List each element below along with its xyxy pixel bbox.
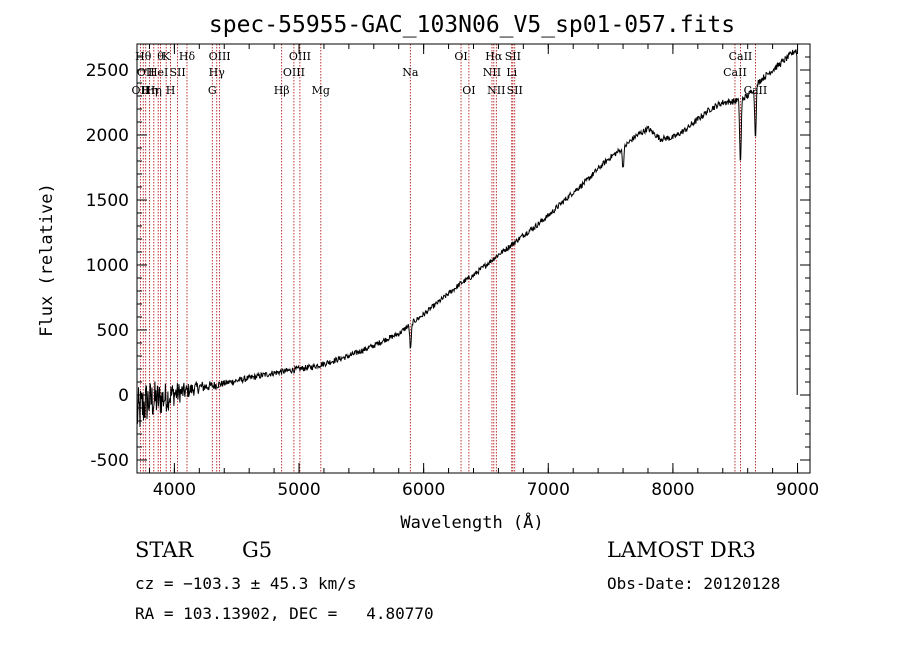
spectral-line-labels: OIIHθOIIHηHηHeIθKHSIIHδGHγOIIIHβOIIIOIII… [132,50,768,97]
spectral-line-markers [139,44,756,473]
line-label-7: K [162,50,171,63]
chart-title: spec-55955-GAC_103N06_V5_sp01-057.fits [209,12,735,38]
line-label-26: SII [507,84,523,97]
object-subclass: G5 [242,538,273,562]
line-label-25: SII [505,50,521,63]
line-label-0: OII [132,84,150,97]
line-label-13: OIII [209,50,231,63]
line-label-5: HeI [148,66,168,79]
spectrum-line [136,49,798,427]
line-label-29: CaII [744,84,768,97]
line-label-10: Hδ [179,50,196,63]
x-tick-label-2: 6000 [402,480,445,500]
line-label-12: Hγ [209,66,226,79]
line-label-23: NII [487,84,505,97]
y-axis-ticks: -500 0 500 1000 1500 2000 2500 [86,56,810,471]
y-axis-label: Flux (relative) [37,183,57,337]
line-label-4: Hη [146,84,162,97]
x-tick-label-4: 8000 [651,480,694,500]
line-label-16: OIII [289,50,311,63]
observation-date: Obs-Date: 20120128 [607,574,781,593]
line-label-18: Na [402,66,419,79]
y-tick-label-5: 2000 [86,126,129,146]
line-label-3: Hη [141,84,157,97]
x-tick-label-5: 9000 [776,480,819,500]
line-label-17: Mg [312,84,330,97]
y-tick-label-1: 0 [118,386,129,406]
line-label-9: SII [170,66,186,79]
y-tick-label-2: 500 [97,321,129,341]
line-label-2: OII [137,66,155,79]
line-label-1: Hθ [135,50,152,63]
redshift-velocity: cz = −103.3 ± 45.3 km/s [135,574,357,593]
line-label-24: Li [506,66,517,79]
x-tick-label-0: 4000 [153,480,196,500]
x-tick-label-3: 7000 [527,480,570,500]
y-tick-label-0: -500 [90,451,129,471]
y-tick-label-6: 2500 [86,61,129,81]
line-label-11: G [208,84,217,97]
line-label-6: θ [157,50,164,63]
object-class: STAR [135,538,194,562]
line-label-20: OI [462,84,475,97]
coordinates: RA = 103.13902, DEC = 4.80770 [135,604,434,623]
x-tick-label-1: 5000 [277,480,320,500]
line-label-27: CaII [723,66,747,79]
line-label-19: OI [454,50,467,63]
y-tick-label-4: 1500 [86,191,129,211]
line-label-8: H [166,84,176,97]
survey-name: LAMOST DR3 [607,538,756,562]
line-label-21: NII [483,66,501,79]
line-label-28: CaII [729,50,753,63]
y-tick-label-3: 1000 [86,256,129,276]
x-axis-label: Wavelength (Å) [400,511,543,533]
line-label-22: Hα [485,50,503,63]
line-label-14: Hβ [274,84,290,97]
line-label-15: OIII [283,66,305,79]
x-axis-ticks: 4000 5000 6000 7000 8000 9000 [148,44,819,500]
